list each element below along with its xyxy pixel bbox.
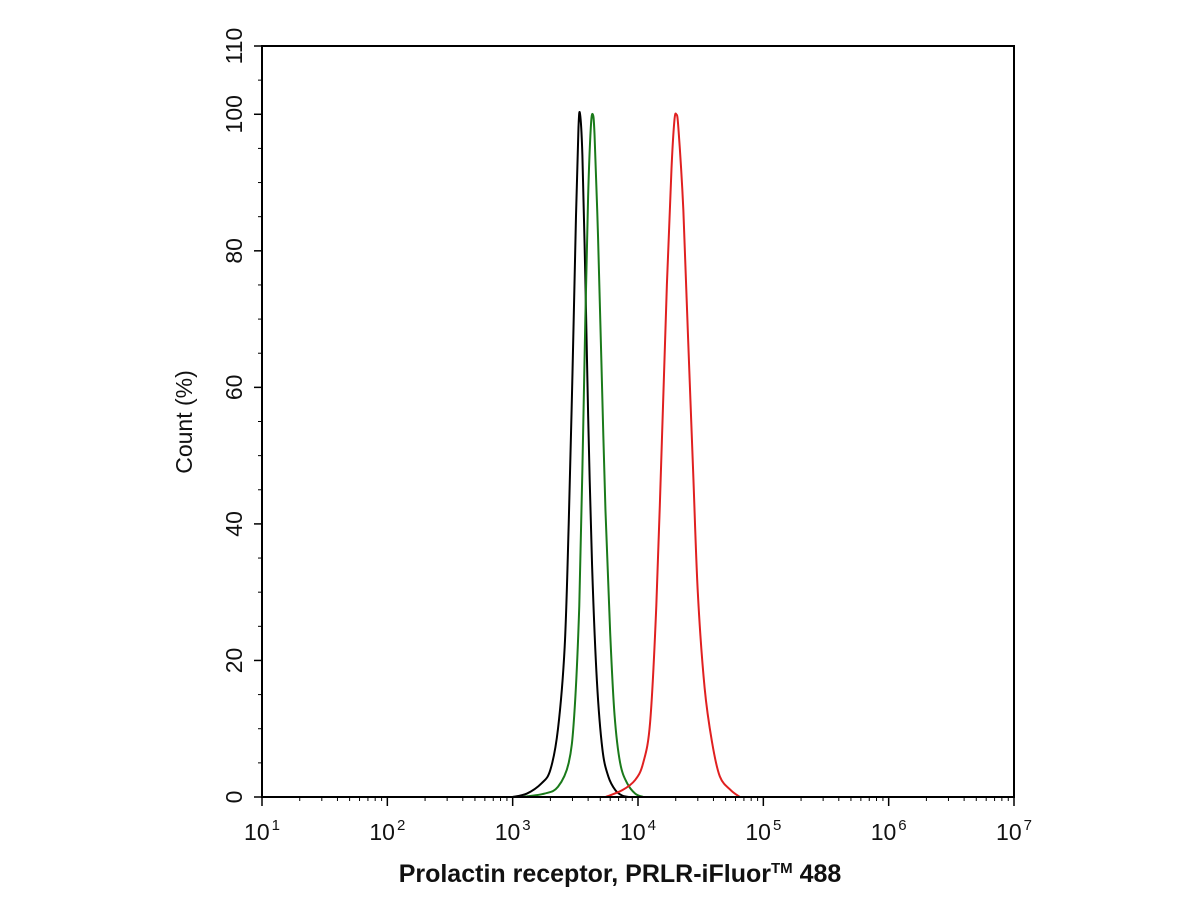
x-tick-label: 10 6 <box>871 817 907 845</box>
y-tick-label: 20 <box>221 648 247 674</box>
y-axis-title: Count (%) <box>171 370 197 474</box>
x-tick-label: 10 5 <box>745 817 781 845</box>
y-tick-label: 80 <box>221 238 247 264</box>
y-axis: 0 20 40 60 80 100 110 <box>221 28 262 804</box>
y-tick-label: 110 <box>221 28 247 65</box>
histogram-series-3 <box>605 112 741 798</box>
x-axis-title: Prolactin receptor, PRLR-iFluorTM 488 <box>399 860 842 888</box>
x-axis: 10 1 10 2 10 3 10 4 10 5 10 6 10 7 <box>244 797 1032 845</box>
x-tick-label: 10 3 <box>495 817 531 845</box>
x-axis-title-suffix: 488 <box>793 860 842 888</box>
y-tick-label: 40 <box>221 511 247 537</box>
x-axis-title-superscript: TM <box>771 860 793 877</box>
y-tick-label: 0 <box>221 791 247 804</box>
histogram-series-1 <box>512 111 630 798</box>
x-tick-label: 10 1 <box>244 817 280 845</box>
x-tick-label: 10 4 <box>620 817 656 845</box>
x-axis-title-main: Prolactin receptor, PRLR-iFluor <box>399 860 772 888</box>
histogram-series-2 <box>522 112 644 798</box>
plot-frame <box>261 45 1015 798</box>
y-tick-label: 100 <box>221 95 247 133</box>
y-tick-label: 60 <box>221 375 247 401</box>
x-tick-label: 10 2 <box>369 817 405 845</box>
x-tick-label: 10 7 <box>996 817 1032 845</box>
plot-series-group <box>512 111 741 798</box>
